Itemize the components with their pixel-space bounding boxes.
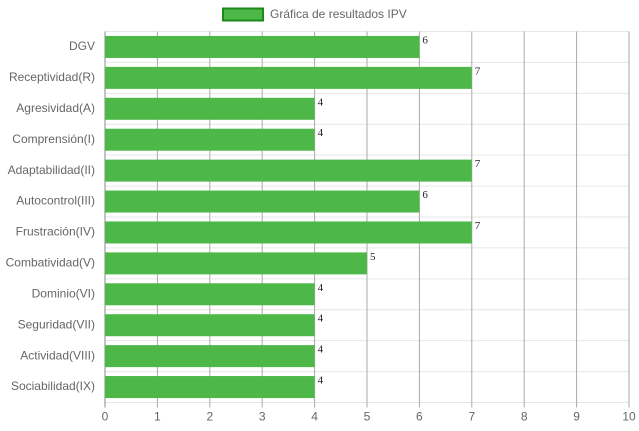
data-label: 4 bbox=[318, 127, 324, 139]
x-tick-label: 4 bbox=[311, 410, 318, 424]
bar bbox=[105, 376, 315, 399]
data-label: 7 bbox=[475, 158, 481, 170]
y-tick-label: Agresividad(A) bbox=[16, 101, 95, 115]
bar bbox=[105, 252, 367, 275]
data-label: 4 bbox=[318, 282, 324, 294]
legend-swatch bbox=[222, 7, 264, 22]
data-label: 5 bbox=[370, 251, 376, 263]
y-tick-label: Actividad(VIII) bbox=[20, 348, 95, 362]
bar bbox=[105, 345, 315, 368]
data-label: 6 bbox=[422, 189, 428, 201]
y-tick-label: DGV bbox=[69, 39, 95, 53]
x-tick-label: 1 bbox=[154, 410, 161, 424]
bar bbox=[105, 128, 315, 151]
y-tick-label: Receptividad(R) bbox=[9, 70, 95, 84]
data-label: 4 bbox=[318, 313, 324, 325]
data-label: 6 bbox=[422, 34, 428, 46]
data-label: 7 bbox=[475, 220, 481, 232]
bar bbox=[105, 283, 315, 306]
x-tick-label: 9 bbox=[573, 410, 580, 424]
y-tick-label: Frustración(IV) bbox=[16, 225, 95, 239]
bar bbox=[105, 35, 420, 58]
bar bbox=[105, 314, 315, 337]
x-tick-label: 10 bbox=[622, 410, 636, 424]
bar bbox=[105, 66, 472, 89]
x-tick-label: 7 bbox=[468, 410, 475, 424]
y-tick-label: Adaptabilidad(II) bbox=[8, 163, 95, 177]
bar bbox=[105, 97, 315, 120]
data-label: 4 bbox=[318, 96, 324, 108]
legend-label: Gráfica de resultados IPV bbox=[270, 7, 407, 21]
bar bbox=[105, 159, 472, 182]
x-tick-label: 2 bbox=[206, 410, 213, 424]
y-tick-label: Combatividad(V) bbox=[6, 256, 95, 270]
y-tick-label: Seguridad(VII) bbox=[18, 317, 95, 331]
x-tick-label: 5 bbox=[364, 410, 371, 424]
x-tick-label: 8 bbox=[521, 410, 528, 424]
y-tick-label: Sociabilidad(IX) bbox=[11, 379, 95, 393]
x-tick-label: 3 bbox=[259, 410, 266, 424]
data-label: 7 bbox=[475, 65, 481, 77]
data-label: 4 bbox=[318, 375, 324, 387]
y-tick-label: Autocontrol(III) bbox=[16, 194, 95, 208]
x-tick-label: 0 bbox=[102, 410, 109, 424]
bar bbox=[105, 190, 420, 213]
x-tick-label: 6 bbox=[416, 410, 423, 424]
data-label: 4 bbox=[318, 344, 324, 356]
y-tick-label: Comprensión(I) bbox=[12, 132, 95, 146]
y-tick-label: Dominio(VI) bbox=[32, 286, 95, 300]
bar bbox=[105, 221, 472, 244]
